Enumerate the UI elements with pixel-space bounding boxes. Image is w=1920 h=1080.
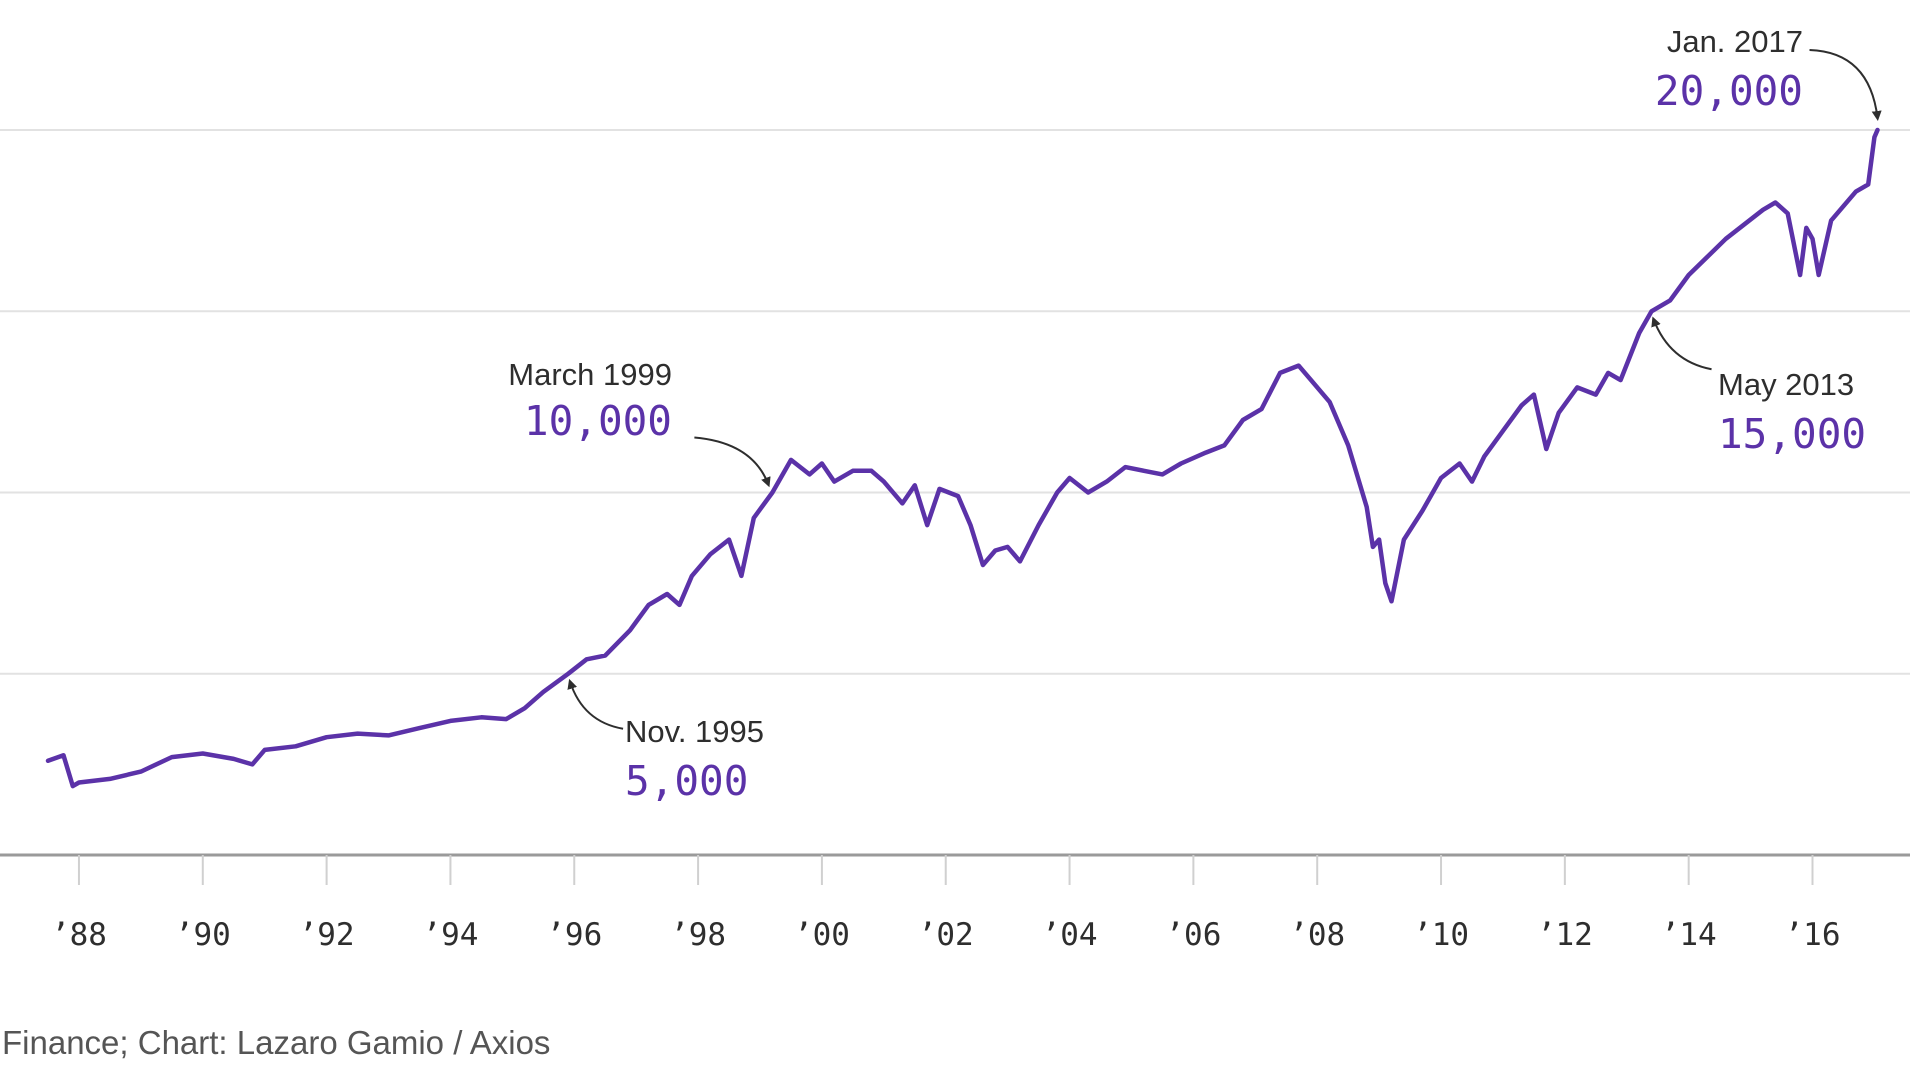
annotation-value: 20,000 — [1655, 67, 1803, 115]
x-tick-label: ’04 — [1042, 917, 1098, 953]
gridlines — [0, 129, 1910, 675]
x-tick-label: ’88 — [51, 917, 107, 953]
annotation-arrow — [1651, 316, 1712, 371]
annotation-date: Jan. 2017 — [1667, 24, 1803, 59]
annotation-value: 10,000 — [524, 397, 672, 445]
annotation-arrow — [1809, 49, 1882, 121]
series-line — [45, 127, 1880, 789]
x-tick-label: ’10 — [1413, 917, 1469, 953]
source-credit: Finance; Chart: Lazaro Gamio / Axios — [2, 1024, 550, 1061]
x-tick-label: ’14 — [1661, 917, 1717, 953]
x-tick-label: ’12 — [1537, 917, 1593, 953]
annotation-value: 15,000 — [1718, 410, 1866, 458]
annotation-value: 5,000 — [625, 757, 748, 805]
annotation-arrow — [567, 678, 624, 730]
x-tick-label: ’02 — [918, 917, 974, 953]
annotations: Nov. 1995 5,000 March 1999 10,000 May 2013 15… — [508, 24, 1882, 805]
x-tick-label: ’00 — [794, 917, 850, 953]
annotation-arrow — [694, 436, 771, 488]
x-tick-label: ’96 — [546, 917, 602, 953]
x-tick-label: ’98 — [670, 917, 726, 953]
x-tick-label: ’06 — [1165, 917, 1221, 953]
x-tick-label: ’92 — [299, 917, 355, 953]
annotation-date: May 2013 — [1718, 367, 1854, 402]
x-tick-label: ’94 — [422, 917, 478, 953]
x-tick-label: ’16 — [1785, 917, 1841, 953]
x-tick-label: ’90 — [175, 917, 231, 953]
plot-area — [45, 127, 1880, 789]
x-axis: ’88 ’90 ’92 ’94 ’96 ’98 ’00 ’02 ’04 ’06 ’08 ’10 ’12 ’… — [0, 853, 1910, 953]
x-tick-label: ’08 — [1289, 917, 1345, 953]
annotation-date: Nov. 1995 — [625, 714, 764, 749]
annotation-date: March 1999 — [508, 357, 672, 392]
